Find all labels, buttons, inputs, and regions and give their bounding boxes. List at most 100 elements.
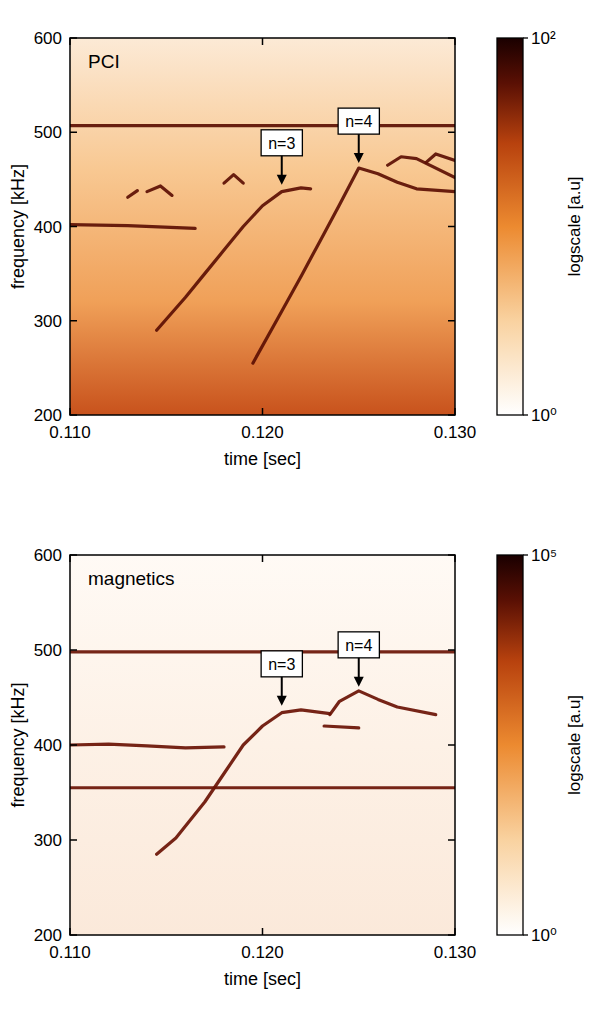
x-tick-label: 0.120 [241, 423, 284, 442]
x-axis-title: time [sec] [224, 449, 301, 469]
colorbar-tick [523, 934, 528, 935]
x-tick [454, 408, 456, 415]
traces [70, 126, 455, 364]
x-tick [69, 408, 71, 415]
annotation-arrowhead [354, 153, 364, 163]
y-tick [70, 414, 77, 416]
traces [70, 652, 455, 854]
mode-trace [426, 154, 455, 162]
x-tick-label: 0.110 [49, 943, 90, 962]
y-tick [448, 320, 455, 322]
mode-trace [253, 168, 455, 363]
x-tick [454, 555, 456, 562]
y-tick [70, 744, 77, 746]
annotation-arrow [281, 677, 283, 698]
x-tick [454, 928, 456, 935]
annotation: n=4 [338, 632, 379, 687]
annotation: n=3 [261, 130, 302, 185]
y-tick [70, 132, 77, 134]
plot-background [70, 38, 455, 415]
annotation-arrow [281, 156, 283, 177]
mode-trace [157, 188, 311, 330]
x-tick [454, 38, 456, 45]
y-tick-label: 600 [34, 29, 62, 48]
x-tick [262, 408, 264, 415]
annotation-arrow [358, 658, 360, 679]
annotation-arrow [358, 134, 360, 155]
mode-trace [330, 691, 436, 715]
x-tick-label: 0.110 [49, 423, 90, 442]
panel: 2003004005006000.1100.1200.130time [sec]… [8, 29, 584, 469]
colorbar-title: logscale [a.u] [565, 176, 584, 276]
x-tick-label: 0.130 [434, 943, 477, 962]
y-tick [70, 649, 77, 651]
colorbar-tick [523, 414, 528, 415]
y-tick [448, 649, 455, 651]
x-tick [69, 928, 71, 935]
mode-trace [157, 710, 330, 854]
y-tick [70, 226, 77, 228]
plot-frame [70, 38, 455, 415]
mode-trace [324, 726, 359, 728]
y-tick [448, 414, 455, 416]
x-tick [262, 38, 264, 45]
mode-trace [70, 744, 224, 748]
y-tick-label: 300 [34, 831, 62, 850]
y-tick [70, 839, 77, 841]
x-tick [262, 928, 264, 935]
colorbar-title: logscale [a.u] [565, 695, 584, 795]
colorbar-tick-label: 10⁰ [531, 406, 557, 425]
y-tick-label: 500 [34, 123, 62, 142]
annotation-arrowhead [354, 677, 364, 687]
panel-title: PCI [88, 51, 120, 72]
annotation-label: n=3 [268, 135, 295, 152]
colorbar-tick-label: 10² [531, 29, 556, 48]
annotation: n=4 [338, 108, 379, 163]
annotation: n=3 [261, 651, 302, 706]
colorbar [497, 38, 523, 415]
y-tick [448, 934, 455, 936]
y-tick [70, 37, 77, 39]
colorbar-tick [523, 554, 528, 555]
annotation-arrowhead [277, 175, 287, 185]
y-tick [70, 554, 77, 556]
y-axis-title: frequency [kHz] [8, 164, 28, 289]
y-tick [70, 934, 77, 936]
y-tick-label: 400 [34, 218, 62, 237]
mode-trace [388, 157, 455, 178]
annotation-label: n=3 [268, 656, 295, 673]
x-tick-label: 0.120 [241, 943, 284, 962]
colorbar-tick-label: 10⁰ [531, 926, 557, 945]
y-axis-title: frequency [kHz] [8, 682, 28, 807]
x-tick [69, 555, 71, 562]
annotation-label: n=4 [345, 637, 372, 654]
x-tick [262, 555, 264, 562]
x-axis-title: time [sec] [224, 969, 301, 989]
y-tick [448, 744, 455, 746]
plot-frame [70, 555, 455, 935]
y-tick-label: 500 [34, 641, 62, 660]
panel-title: magnetics [88, 568, 175, 589]
x-tick [69, 38, 71, 45]
y-tick [448, 37, 455, 39]
annotation-box [261, 651, 302, 677]
mode-trace [224, 175, 243, 183]
y-tick [448, 226, 455, 228]
mode-trace [70, 225, 195, 229]
y-tick-label: 300 [34, 312, 62, 331]
annotation-box [338, 108, 379, 134]
panel: 2003004005006000.1100.1200.130time [sec]… [8, 546, 584, 989]
mode-trace [70, 786, 455, 789]
annotation-box [261, 130, 302, 156]
y-tick [448, 554, 455, 556]
y-tick-label: 400 [34, 736, 62, 755]
colorbar-tick [523, 37, 528, 38]
annotation-box [338, 632, 379, 658]
mode-trace [70, 124, 455, 127]
y-tick [448, 839, 455, 841]
plot-background [70, 555, 455, 935]
figure: 2003004005006000.1100.1200.130time [sec]… [0, 0, 599, 1012]
colorbar-tick-label: 10⁵ [531, 546, 557, 565]
colorbar [497, 555, 523, 935]
y-tick [70, 320, 77, 322]
